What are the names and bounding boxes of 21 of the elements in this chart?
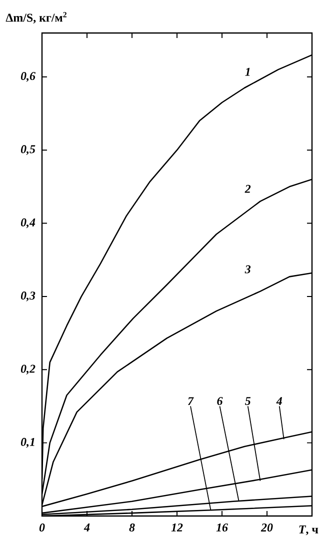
- y-tick-label: 0,6: [20, 72, 36, 82]
- y-tick-label: 0,3: [20, 292, 36, 302]
- x-tick-label: 16: [216, 523, 228, 532]
- series-label: 2: [244, 184, 251, 193]
- x-tick-label: 12: [171, 523, 183, 532]
- y-tick-label: 0,2: [20, 364, 36, 375]
- text: 7: [188, 397, 194, 406]
- y-axis-title: Δm/S, кг/м$^{2}$: [6, 12, 66, 24]
- x-tick-label: 20: [260, 523, 273, 532]
- x-axis-title: T, ч: [299, 525, 318, 536]
- y-tick-label: 0,5: [20, 145, 36, 155]
- text: 4: [276, 397, 282, 406]
- series-label: 1: [245, 68, 250, 76]
- x-tick-label: 0: [39, 523, 45, 532]
- text: 5: [245, 397, 251, 406]
- y-tick-label: 0,1: [20, 438, 34, 448]
- x-tick-label: 8: [129, 523, 135, 532]
- series-label: 3: [244, 265, 251, 274]
- x-tick-label: 4: [84, 523, 90, 532]
- text: 6: [217, 396, 223, 406]
- y-tick-label: 0,4: [20, 218, 36, 228]
